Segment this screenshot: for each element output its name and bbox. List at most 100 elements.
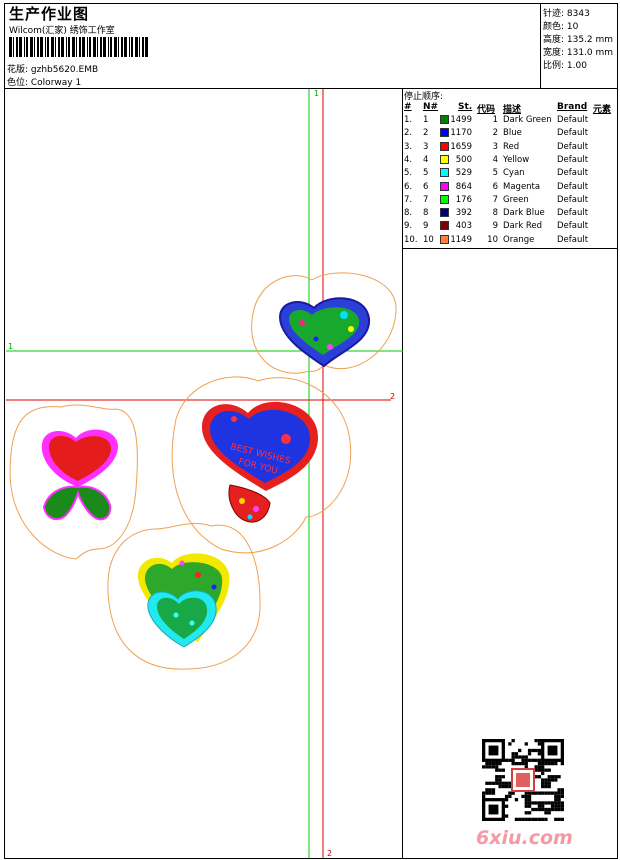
- row-brand: Default: [557, 194, 589, 205]
- row-code: 7: [492, 194, 498, 205]
- row-n: 6: [423, 181, 429, 192]
- row-stitches: 176: [455, 194, 472, 205]
- stop-row: 6. 6 864 6 Magenta Default: [404, 181, 616, 195]
- stat-width: 宽度: 131.0 mm: [543, 48, 614, 58]
- row-index: 8.: [404, 208, 413, 219]
- company-name: Wilcom(汇家) 绣饰工作室: [9, 26, 115, 36]
- row-code: 10: [487, 234, 498, 245]
- row-code: 3: [492, 141, 498, 152]
- row-stitches: 529: [455, 168, 472, 179]
- row-brand: Default: [557, 208, 589, 219]
- guide-label-h1: 1: [8, 342, 13, 351]
- row-code: 8: [492, 208, 498, 219]
- color-swatch: [440, 141, 449, 151]
- row-index: 2.: [404, 128, 413, 139]
- guide-label-h2: 2: [390, 392, 395, 401]
- row-index: 3.: [404, 141, 413, 152]
- row-description: Blue: [503, 128, 522, 139]
- row-brand: Default: [557, 115, 589, 125]
- row-index: 5.: [404, 168, 413, 179]
- row-index: 9.: [404, 221, 413, 232]
- color-swatch: [440, 234, 449, 244]
- stop-sequence-title: 停止顺序:: [404, 92, 444, 102]
- watermark-logo: 6xiu.com: [476, 827, 573, 849]
- row-index: 4.: [404, 154, 413, 165]
- color-swatch: [440, 194, 449, 204]
- stat-scale: 比例: 1.00: [543, 61, 587, 71]
- col-header-element: 元素: [593, 105, 612, 115]
- row-n: 3: [423, 141, 429, 152]
- row-stitches: 500: [455, 154, 472, 165]
- stop-row: 5. 5 529 5 Cyan Default: [404, 168, 616, 181]
- embroidery-heart-center: BEST WISHES FOR YOU: [202, 401, 318, 523]
- row-n: 7: [423, 194, 429, 205]
- outline-heart-bottom: [107, 523, 261, 670]
- stop-row: 8. 8 392 8 Dark Blue Default: [404, 208, 616, 221]
- row-description: Magenta: [503, 181, 541, 192]
- row-index: 6.: [404, 181, 413, 192]
- row-n: 9: [423, 221, 429, 232]
- row-index: 7.: [404, 194, 413, 205]
- color-swatch: [440, 154, 449, 164]
- row-brand: Default: [557, 154, 589, 165]
- embroidery-heart-bottom: [137, 553, 230, 648]
- row-n: 5: [423, 168, 429, 179]
- row-stitches: 1499: [450, 115, 472, 125]
- row-description: Cyan: [503, 168, 525, 179]
- col-header-code: 代码: [477, 105, 496, 115]
- qr-code: [482, 739, 564, 821]
- barcode: [9, 37, 148, 57]
- outline-heart-center: [171, 376, 352, 554]
- row-n: 8: [423, 208, 429, 219]
- row-brand: Default: [557, 221, 589, 232]
- col-header-index: #: [404, 102, 412, 112]
- row-brand: Default: [557, 168, 589, 179]
- row-brand: Default: [557, 234, 589, 245]
- color-swatch: [440, 208, 449, 218]
- row-stitches: 403: [455, 221, 472, 232]
- row-brand: Default: [557, 181, 589, 192]
- row-stitches: 1659: [450, 141, 472, 152]
- row-code: 1: [492, 115, 498, 125]
- color-swatch: [440, 181, 449, 191]
- row-n: 4: [423, 154, 429, 165]
- row-brand: Default: [557, 141, 589, 152]
- row-description: Dark Blue: [503, 208, 545, 219]
- row-description: Red: [503, 141, 520, 152]
- design-file: 花版: gzhb5620.EMB: [7, 65, 99, 75]
- row-code: 5: [492, 168, 498, 179]
- embroidery-heart-top: [278, 297, 371, 368]
- color-swatch: [440, 221, 449, 231]
- stop-row: 10. 10 1149 10 Orange Default: [404, 234, 616, 248]
- guide-label-v2: 2: [327, 849, 332, 858]
- stat-colors: 颜色: 10: [543, 22, 579, 32]
- guide-label-v1: 1: [314, 89, 319, 98]
- stop-row: 4. 4 500 4 Yellow Default: [404, 154, 616, 168]
- stop-row: 1. 1 1499 1 Dark Green Default: [404, 115, 616, 128]
- color-swatch: [440, 128, 449, 138]
- row-brand: Default: [557, 128, 589, 139]
- row-description: Yellow: [503, 154, 530, 165]
- embroidery-heart-left: [41, 429, 119, 521]
- col-header-n: N#: [423, 102, 439, 112]
- stat-stitches: 针迹: 8343: [543, 9, 590, 19]
- row-description: Green: [503, 194, 529, 205]
- row-code: 2: [492, 128, 498, 139]
- row-index: 1.: [404, 115, 413, 125]
- row-description: Orange: [503, 234, 535, 245]
- row-stitches: 392: [455, 208, 472, 219]
- row-description: Dark Green: [503, 115, 552, 125]
- stat-height: 高度: 135.2 mm: [543, 35, 614, 45]
- color-swatch: [440, 168, 449, 178]
- design-canvas: 1 2 1 2 BEST WISHES FOR YOU: [6, 89, 403, 858]
- col-header-description: 描述: [503, 105, 522, 115]
- colorway: 色位: Colorway 1: [7, 78, 82, 88]
- row-n: 1: [423, 115, 429, 125]
- row-description: Dark Red: [503, 221, 543, 232]
- right-panel-box: [402, 248, 618, 859]
- stop-row: 2. 2 1170 2 Blue Default: [404, 128, 616, 141]
- page-title: 生产作业图: [9, 5, 90, 23]
- row-stitches: 1170: [450, 128, 472, 139]
- row-code: 4: [492, 154, 498, 165]
- col-header-stitches: St.: [458, 102, 473, 112]
